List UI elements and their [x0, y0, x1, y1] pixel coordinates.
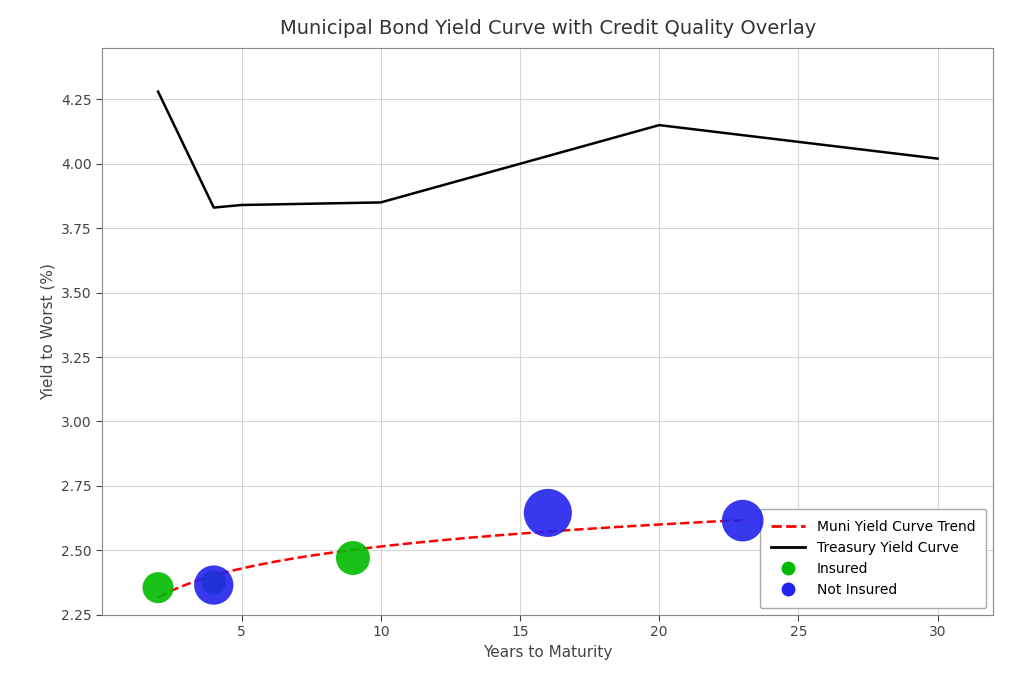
- Point: [345, 553, 361, 563]
- Point: [206, 577, 222, 588]
- X-axis label: Years to Maturity: Years to Maturity: [483, 645, 612, 660]
- Point: [540, 507, 556, 518]
- Point: [150, 582, 166, 593]
- Legend: Muni Yield Curve Trend, Treasury Yield Curve, Insured, Not Insured: Muni Yield Curve Trend, Treasury Yield C…: [760, 509, 986, 608]
- Point: [734, 515, 751, 526]
- Point: [206, 580, 222, 591]
- Title: Municipal Bond Yield Curve with Credit Quality Overlay: Municipal Bond Yield Curve with Credit Q…: [280, 19, 816, 38]
- Y-axis label: Yield to Worst (%): Yield to Worst (%): [41, 263, 55, 400]
